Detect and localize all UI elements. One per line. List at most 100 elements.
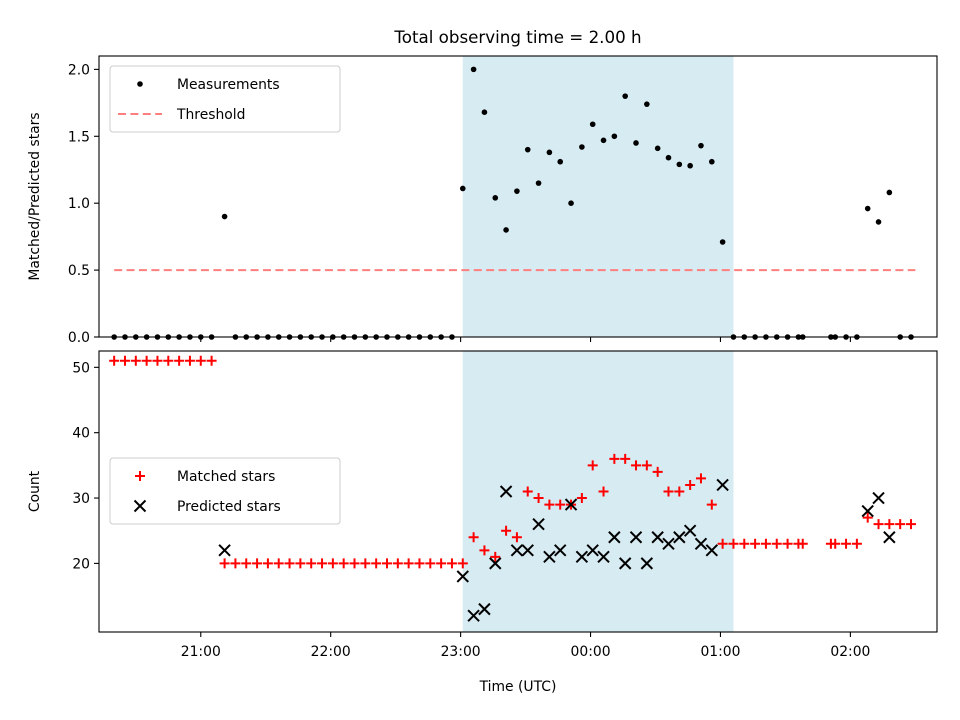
measurement-point: [589, 121, 596, 128]
matched-point: [587, 460, 598, 471]
predicted-point: [629, 531, 643, 544]
plot-frame: [98, 55, 938, 338]
matched-point: [338, 558, 349, 569]
matched-point: [109, 355, 120, 366]
legend-label: Matched stars: [177, 469, 275, 485]
predicted-point: [564, 498, 578, 511]
measurement-point: [687, 162, 693, 169]
legend-label: Predicted stars: [177, 499, 281, 515]
measurement-point: [470, 66, 477, 73]
plot-frame: [98, 350, 938, 633]
matched-point: [219, 558, 230, 569]
matched-point: [598, 486, 609, 497]
matched-point: [457, 558, 468, 569]
matched-point: [771, 538, 782, 549]
matched-point: [862, 512, 873, 523]
y-tick-label: 30: [72, 491, 90, 507]
measurement-point: [622, 93, 628, 99]
x-tick-label: 22:00: [311, 644, 351, 660]
matched-point: [830, 538, 841, 549]
measurement-point: [665, 154, 672, 161]
measurement-point: [221, 213, 228, 220]
predicted-point: [705, 544, 719, 557]
measurement-point: [633, 140, 639, 146]
measurement-point: [546, 149, 553, 156]
matched-point: [641, 460, 652, 471]
legend-marker: [137, 81, 143, 87]
measurement-point: [611, 133, 618, 140]
predicted-point: [662, 537, 675, 550]
predicted-point: [532, 517, 545, 531]
predicted-point: [554, 544, 567, 557]
matched-point: [184, 355, 195, 366]
x-tick-label: 00:00: [571, 644, 611, 660]
matched-point: [241, 558, 252, 569]
observing-window-span: [462, 56, 734, 337]
matched-point: [284, 558, 295, 569]
measurement-point: [719, 239, 726, 245]
predicted-point: [575, 550, 589, 564]
predicted-point: [456, 570, 469, 583]
legend-box: [109, 457, 341, 525]
y-axis-label: Matched/Predicted stars: [27, 112, 43, 280]
ratio-panel: 0.0 0.5 1.0 1.5 2.0 Matched/Predicted stars Me…: [27, 55, 938, 346]
predicted-point: [489, 557, 502, 570]
x-tick-label: 21:00: [181, 644, 221, 660]
legend-label: Threshold: [176, 107, 245, 123]
measurement-point: [492, 195, 499, 201]
measurement-point: [886, 189, 893, 196]
matched-point: [501, 525, 512, 536]
predicted-point: [586, 544, 599, 557]
matched-point: [436, 558, 447, 569]
measurement-point: [579, 144, 585, 150]
matched-point: [163, 355, 174, 366]
matched-point: [906, 519, 917, 530]
matched-point: [403, 558, 414, 569]
matched-point: [195, 355, 206, 366]
matched-point: [349, 558, 360, 569]
observing-window-span: [462, 351, 734, 632]
predicted-point: [478, 602, 491, 616]
matched-point: [262, 558, 273, 569]
measurement-point: [875, 219, 882, 225]
measurement-point: [864, 205, 871, 212]
matched-point: [706, 499, 717, 510]
series-predicted-stars: [218, 478, 896, 622]
x-axis-label: Time (UTC): [479, 679, 557, 695]
matched-point: [392, 558, 403, 569]
y-tick-label: 1.0: [68, 196, 90, 212]
matched-point: [414, 558, 425, 569]
measurement-point: [644, 101, 650, 107]
matched-point: [728, 538, 739, 549]
matched-point: [717, 538, 728, 549]
predicted-point: [694, 537, 708, 550]
predicted-point: [651, 531, 664, 544]
measurement-point: [557, 158, 564, 165]
y-axis-label: Count: [27, 470, 43, 512]
matched-point: [695, 473, 706, 484]
predicted-point: [673, 531, 686, 544]
matched-point: [544, 499, 555, 510]
predicted-point: [521, 544, 534, 557]
measurement-point: [503, 227, 509, 233]
matched-point: [295, 558, 306, 569]
matched-point: [360, 558, 371, 569]
matched-point: [317, 558, 328, 569]
legend-marker: [135, 471, 145, 481]
matched-point: [252, 558, 263, 569]
matched-point: [555, 499, 566, 510]
legend-marker: [133, 499, 147, 513]
predicted-point: [872, 491, 885, 505]
matched-point: [174, 355, 185, 366]
predicted-point: [510, 544, 524, 557]
matched-point: [230, 558, 241, 569]
matched-point: [119, 355, 130, 366]
matched-point: [511, 532, 522, 543]
predicted-point: [608, 531, 621, 544]
matched-point: [273, 558, 284, 569]
measurement-point: [535, 180, 542, 186]
measurement-point: [698, 142, 704, 149]
matched-point: [663, 486, 674, 497]
measurement-point: [654, 145, 661, 152]
y-tick-label: 50: [72, 360, 90, 376]
